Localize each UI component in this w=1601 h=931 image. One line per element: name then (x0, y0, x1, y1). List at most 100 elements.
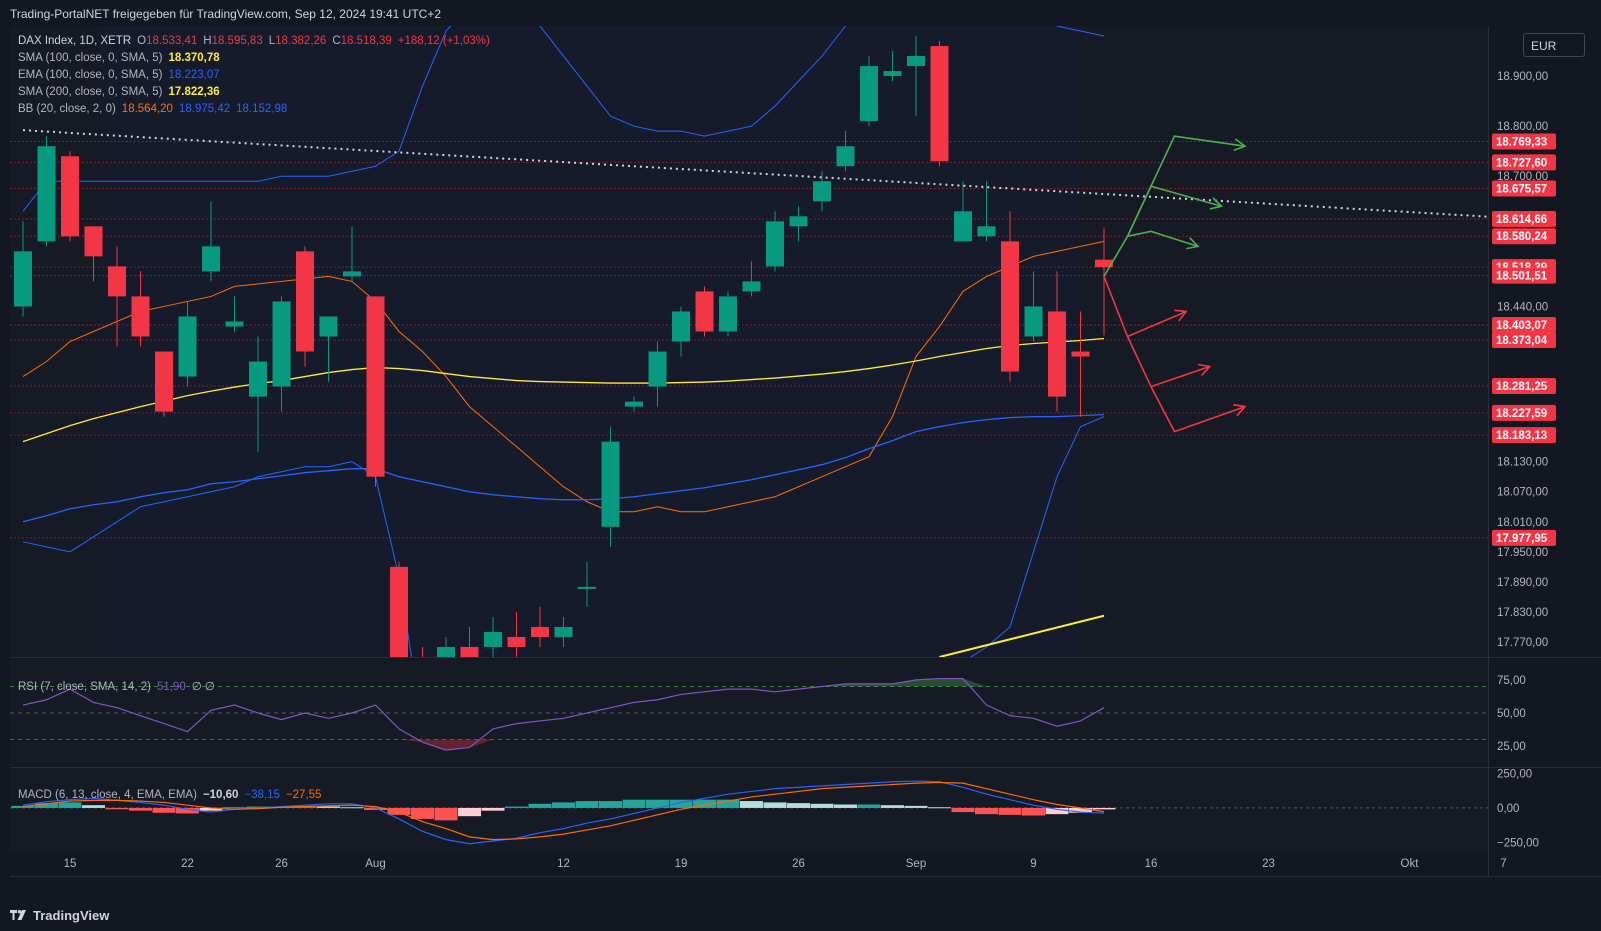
level-label-bg (1492, 427, 1556, 444)
bb-upper-line (22, 26, 1105, 212)
level-label: 18.281,25 (1496, 381, 1548, 393)
time-tick-label: 15 (64, 858, 77, 870)
candle-up (813, 181, 831, 202)
macd-hist-bar (881, 805, 904, 808)
macd-pane[interactable] (10, 768, 1488, 852)
candle-up (178, 316, 197, 377)
price-tick-label: 18.900,00 (1497, 71, 1548, 83)
candle-down (390, 566, 408, 657)
macd-tick-label: 250,00 (1497, 769, 1532, 781)
macd-bg (10, 768, 1488, 852)
rsi-tick-label: 75,00 (1497, 675, 1526, 687)
time-tick-label: 19 (675, 858, 688, 870)
macd-hist-bar (740, 801, 763, 808)
candle-down (460, 646, 479, 657)
candle-down (507, 636, 526, 647)
legend-sma100-row[interactable]: SMA (100, close, 0, SMA, 5) 18.370,78 (18, 52, 226, 64)
price-axis[interactable]: 18.900,00 18.800,00 18.700,00 18.440,00 18.1… (1492, 71, 1556, 849)
macd-hist-bar (1069, 807, 1092, 813)
macd-label: MACD (6, 13, close, 4, EMA, EMA) (18, 789, 197, 801)
level-label-bg (1492, 267, 1556, 284)
candle-up (578, 586, 596, 589)
time-tick-label: 22 (181, 858, 194, 870)
legend-macd-row[interactable]: MACD (6, 13, close, 4, EMA, EMA) −10,60 −3… (18, 789, 327, 801)
symbol-label[interactable]: DAX Index, 1D, XETR (18, 35, 132, 47)
price-tick-label: 18.800,00 (1497, 121, 1548, 133)
green-scenario-arrow-head (1186, 237, 1200, 250)
tradingview-logo-icon (10, 910, 26, 920)
time-tick-label: 7 (1500, 858, 1506, 870)
currency-selector[interactable]: EUR (1523, 33, 1585, 57)
legend-bb-row[interactable]: BB (20, close, 2, 0) 18.564,20 18.975,42 18… (18, 103, 293, 115)
macd-hist-bar (763, 802, 787, 808)
bb-upper-value: 18.975,42 (178, 103, 231, 115)
macd-hist-bar (1092, 807, 1116, 810)
candle-up (883, 71, 902, 77)
level-label: 18.675,57 (1496, 183, 1547, 195)
macd-hist-bar (998, 807, 1022, 815)
candle-down (84, 226, 103, 257)
macd-hist-bar (152, 807, 176, 813)
price-pane[interactable] (10, 0, 1601, 887)
macd-signal-line (22, 781, 1105, 841)
green-scenario-arrow-head (1209, 197, 1224, 210)
level-label: 18.403,07 (1496, 320, 1547, 332)
ohlc-high: H18.595,83 (203, 35, 263, 47)
macd-hist-bar (505, 806, 528, 808)
macd-hist-bar (1045, 807, 1069, 815)
candle-up (648, 351, 667, 387)
macd-hist-bar (575, 801, 599, 808)
price-pane-bg (10, 26, 1488, 657)
level-label-bg (1492, 228, 1556, 245)
rsi-label: RSI (7, close, SMA, 14, 2) (18, 681, 151, 693)
candle-up (789, 216, 808, 227)
candle-up (907, 56, 925, 67)
price-tick-label: 18.010,00 (1497, 517, 1548, 529)
macd-hist-bar (340, 807, 364, 809)
macd-hist-bar (599, 801, 622, 808)
level-label: 18.183,13 (1496, 430, 1547, 442)
level-label-bg (1492, 154, 1556, 171)
level-label-bg (1492, 529, 1556, 546)
macd-tick-label: −250,00 (1497, 837, 1539, 849)
price-tick-label: 17.770,00 (1497, 637, 1548, 649)
level-label-bg (1492, 180, 1556, 197)
price-change: +188,12 (+1,03%) (397, 35, 490, 47)
ohlc-close: C18.518,39 (332, 35, 392, 47)
candle-down (131, 296, 150, 337)
candle-up (601, 441, 620, 527)
ema100-line (22, 413, 1105, 523)
candle-up (977, 226, 996, 237)
green-scenario-arrow-head (1233, 138, 1247, 152)
macd-hist-bar (552, 802, 575, 808)
price-tick-label: 18.070,00 (1497, 487, 1548, 499)
macd-hist-bar (387, 807, 411, 815)
macd-hist-value: −10,60 (202, 789, 239, 801)
legend-sma200-row[interactable]: SMA (200, close, 0, SMA, 5) 17.822,36 (18, 86, 226, 98)
macd-hist-bar (58, 802, 82, 808)
rsi-pane[interactable] (10, 660, 1488, 766)
level-label: 18.227,59 (1496, 408, 1547, 420)
level-label: 18.614,66 (1496, 214, 1547, 226)
time-axis[interactable]: 15 22 26 Aug 12 19 26 Sep 9 16 23 Okt 7 (64, 858, 1507, 870)
level-label-bg (1492, 377, 1556, 394)
level-label: 18.580,24 (1496, 231, 1548, 243)
macd-hist-bar (716, 799, 740, 808)
red-scenario-arrow-head (1197, 363, 1212, 376)
price-tick-label: 17.890,00 (1497, 577, 1548, 589)
candle-up (554, 626, 573, 637)
candle-up (343, 271, 361, 277)
candle-down (1048, 311, 1066, 397)
level-label: 18.501,51 (1496, 271, 1548, 283)
price-tick-label: 18.440,00 (1497, 301, 1548, 313)
time-tick-label: 12 (557, 858, 570, 870)
candle-up (625, 401, 643, 407)
bb-basis-line (22, 240, 1105, 513)
macd-hist-bar (364, 807, 387, 810)
legend-ema100-row[interactable]: EMA (100, close, 0, SMA, 5) 18.223,07 (18, 69, 226, 81)
bb-lower-value: 18.152,98 (236, 103, 288, 115)
tradingview-footer[interactable]: TradingView (10, 903, 109, 927)
level-label: 18.769,33 (1496, 137, 1547, 149)
legend-rsi-row[interactable]: RSI (7, close, SMA, 14, 2) 51,90 ∅ ∅ (18, 679, 221, 693)
